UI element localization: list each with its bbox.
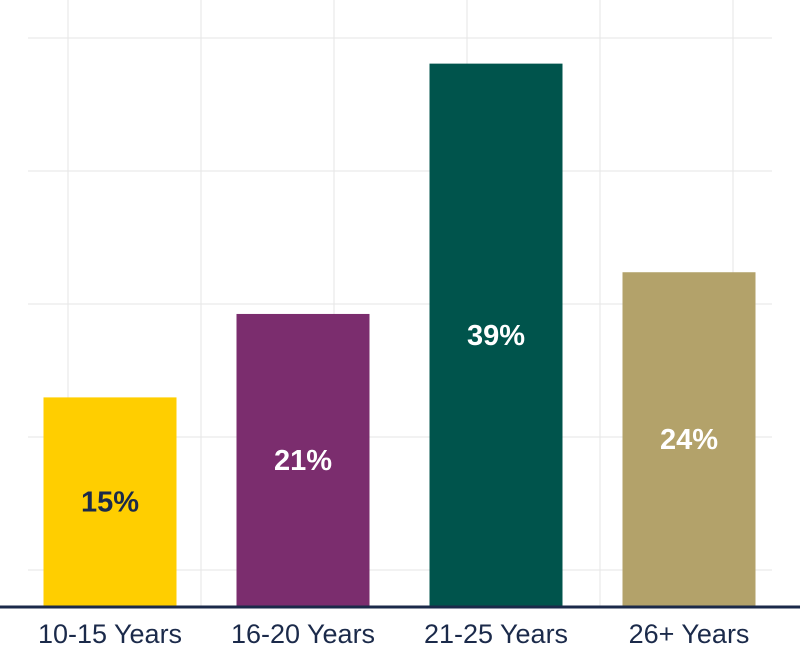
data-label-2: 21% <box>274 445 332 477</box>
bar-4 <box>622 272 756 606</box>
data-label-4: 24% <box>660 424 718 456</box>
bars: 15% 21% 39% 24% <box>43 63 756 606</box>
bar-2 <box>236 313 370 606</box>
x-tick-label-1: 10-15 Years <box>38 619 182 649</box>
x-tick-label-4: 26+ Years <box>629 619 750 649</box>
bar-3 <box>429 63 563 606</box>
x-tick-label-2: 16-20 Years <box>231 619 375 649</box>
data-label-3: 39% <box>467 320 525 352</box>
x-axis-tick-labels: 10-15 Years 16-20 Years 21-25 Years 26+ Yea… <box>38 619 750 649</box>
data-label-1: 15% <box>81 487 139 519</box>
bar-1 <box>43 397 177 606</box>
x-tick-label-3: 21-25 Years <box>424 619 568 649</box>
